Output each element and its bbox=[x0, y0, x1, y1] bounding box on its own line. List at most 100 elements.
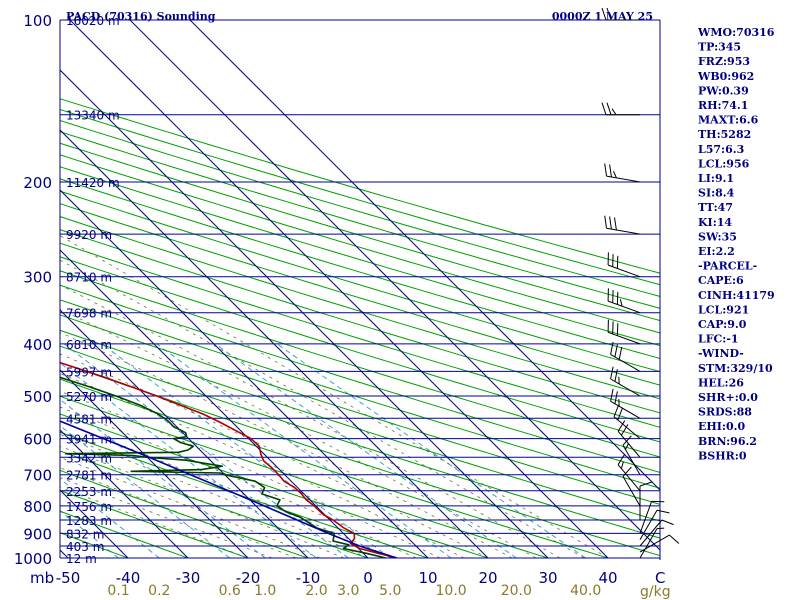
dry-adiabat-line bbox=[60, 329, 660, 522]
sounding-index: -PARCEL- bbox=[698, 260, 757, 273]
temperature-tick-label: 30 bbox=[538, 569, 557, 587]
height-label: 3342 m bbox=[66, 451, 112, 465]
wind-barb bbox=[622, 466, 641, 507]
x-end-label: C bbox=[655, 569, 665, 587]
sounding-index: L57:6.3 bbox=[698, 143, 744, 156]
dry-adiabat-line bbox=[60, 345, 660, 539]
dry-adiabat-line bbox=[60, 413, 490, 558]
sounding-index: LCL:921 bbox=[698, 303, 749, 316]
sounding-index: SI:8.4 bbox=[698, 187, 735, 200]
sounding-index: WB0:962 bbox=[698, 70, 754, 83]
sounding-index: FRZ:953 bbox=[698, 55, 750, 68]
moist-adiabat-line bbox=[60, 445, 345, 558]
pressure-tick-label: 800 bbox=[23, 498, 52, 516]
height-label: 11420 m bbox=[66, 176, 120, 190]
temperature-tick-label: -40 bbox=[116, 569, 141, 587]
dry-adiabat-line bbox=[60, 270, 660, 458]
sounding-index: HEL:26 bbox=[698, 376, 744, 389]
mixing-ratio-label: 40.0 bbox=[570, 583, 601, 599]
sounding-index: KI:14 bbox=[698, 216, 732, 229]
isotherm-line bbox=[60, 69, 549, 558]
dry-adiabat-line bbox=[60, 469, 310, 558]
wind-barb bbox=[601, 7, 640, 21]
height-label: 3941 m bbox=[66, 433, 112, 447]
wind-barb bbox=[639, 500, 665, 534]
dry-adiabat-line bbox=[60, 190, 660, 373]
isotherm-line bbox=[60, 189, 429, 558]
height-label: 2781 m bbox=[66, 469, 112, 483]
sounding-index: RH:74.1 bbox=[698, 99, 748, 112]
height-label: 13340 m bbox=[66, 109, 120, 123]
dry-adiabat-line bbox=[60, 314, 660, 505]
wind-barb bbox=[607, 288, 641, 314]
sounding-profiles bbox=[60, 361, 398, 558]
sounding-index: LCL:956 bbox=[698, 157, 750, 170]
mixing-ratio-label: 0.2 bbox=[148, 583, 170, 599]
height-label: 6810 m bbox=[66, 338, 112, 352]
moist-adiabat-line bbox=[60, 259, 585, 558]
temperature-tick-labels: -50 -40 -30 -20 -10 0 10 20 30 40 bbox=[56, 569, 618, 587]
mixing-ratio-label: 20.0 bbox=[501, 583, 532, 599]
sounding-index: CINH:41179 bbox=[698, 289, 775, 302]
temperature-tick-label: -50 bbox=[56, 569, 81, 587]
chart-title: PACD (70316) Sounding bbox=[66, 10, 216, 23]
isotherm-line bbox=[60, 429, 189, 558]
sounding-index: WMO:70316 bbox=[698, 26, 775, 39]
height-label: 2253 m bbox=[66, 485, 112, 499]
height-label: 16020 m bbox=[66, 14, 120, 28]
sounding-index: PW:0.39 bbox=[698, 84, 749, 97]
dry-adiabat-line bbox=[60, 166, 660, 347]
temperature-profile bbox=[60, 361, 397, 558]
isotherm-line bbox=[129, 20, 660, 551]
dry-adiabat-line bbox=[60, 154, 660, 334]
dry-adiabat-line bbox=[60, 284, 660, 473]
dry-adiabat-line bbox=[60, 299, 660, 489]
pressure-tick-label: 300 bbox=[23, 269, 52, 287]
temperature-tick-label: 40 bbox=[598, 569, 617, 587]
mixing-ratio-label: 1.0 bbox=[254, 583, 276, 599]
height-label: 1756 m bbox=[66, 500, 112, 514]
sounding-index: TH:5282 bbox=[698, 128, 751, 141]
sounding-index: TT:47 bbox=[698, 201, 733, 214]
wind-barb bbox=[622, 435, 641, 475]
dry-adiabat-line bbox=[60, 98, 660, 274]
isotherm-line bbox=[60, 369, 249, 558]
sounding-index: SRDS:88 bbox=[698, 406, 752, 419]
wind-barb bbox=[617, 420, 641, 458]
dry-adiabat-line bbox=[60, 131, 660, 309]
temperature-tick-label: -30 bbox=[176, 569, 201, 587]
wind-barb bbox=[639, 534, 680, 553]
dewpoint-profile bbox=[60, 376, 387, 558]
pressure-tick-label: 900 bbox=[23, 525, 52, 543]
isotherm-line bbox=[60, 129, 489, 558]
height-label: 1283 m bbox=[66, 514, 112, 528]
mixing-ratio-unit: g/kg bbox=[640, 584, 671, 600]
sounding-index: EI:2.2 bbox=[698, 245, 735, 258]
height-label: 12 m bbox=[66, 552, 97, 566]
dry-adiabat-line bbox=[60, 256, 660, 443]
wind-barb bbox=[613, 404, 641, 439]
sounding-index: -WIND- bbox=[698, 347, 744, 360]
dry-adiabat-line bbox=[60, 395, 550, 558]
dry-adiabat-line bbox=[60, 510, 190, 558]
sounding-index: CAP:9.0 bbox=[698, 318, 747, 331]
wind-barb bbox=[610, 388, 641, 419]
height-label: 403 m bbox=[66, 540, 104, 554]
mixing-ratio-label: 10.0 bbox=[436, 583, 467, 599]
dry-adiabat-line bbox=[60, 489, 250, 558]
moist-adiabat-line bbox=[60, 406, 417, 558]
height-label: 8710 m bbox=[66, 271, 112, 285]
dry-adiabat-line bbox=[60, 361, 660, 557]
wind-barb bbox=[639, 519, 674, 547]
pressure-tick-label: 500 bbox=[23, 388, 52, 406]
sounding-index: LI:9.1 bbox=[698, 172, 734, 185]
sounding-index: STM:329/10 bbox=[698, 362, 773, 375]
wind-barbs bbox=[601, 7, 680, 559]
pressure-tick-label: 200 bbox=[23, 174, 52, 192]
wind-barb bbox=[607, 319, 641, 345]
sounding-index: SW:35 bbox=[698, 230, 737, 243]
moist-adiabat-line bbox=[60, 456, 321, 558]
pressure-tick-labels: 100 200 300 400 500 600 700 800 900 1000 bbox=[14, 12, 52, 568]
wind-barb bbox=[639, 481, 653, 520]
